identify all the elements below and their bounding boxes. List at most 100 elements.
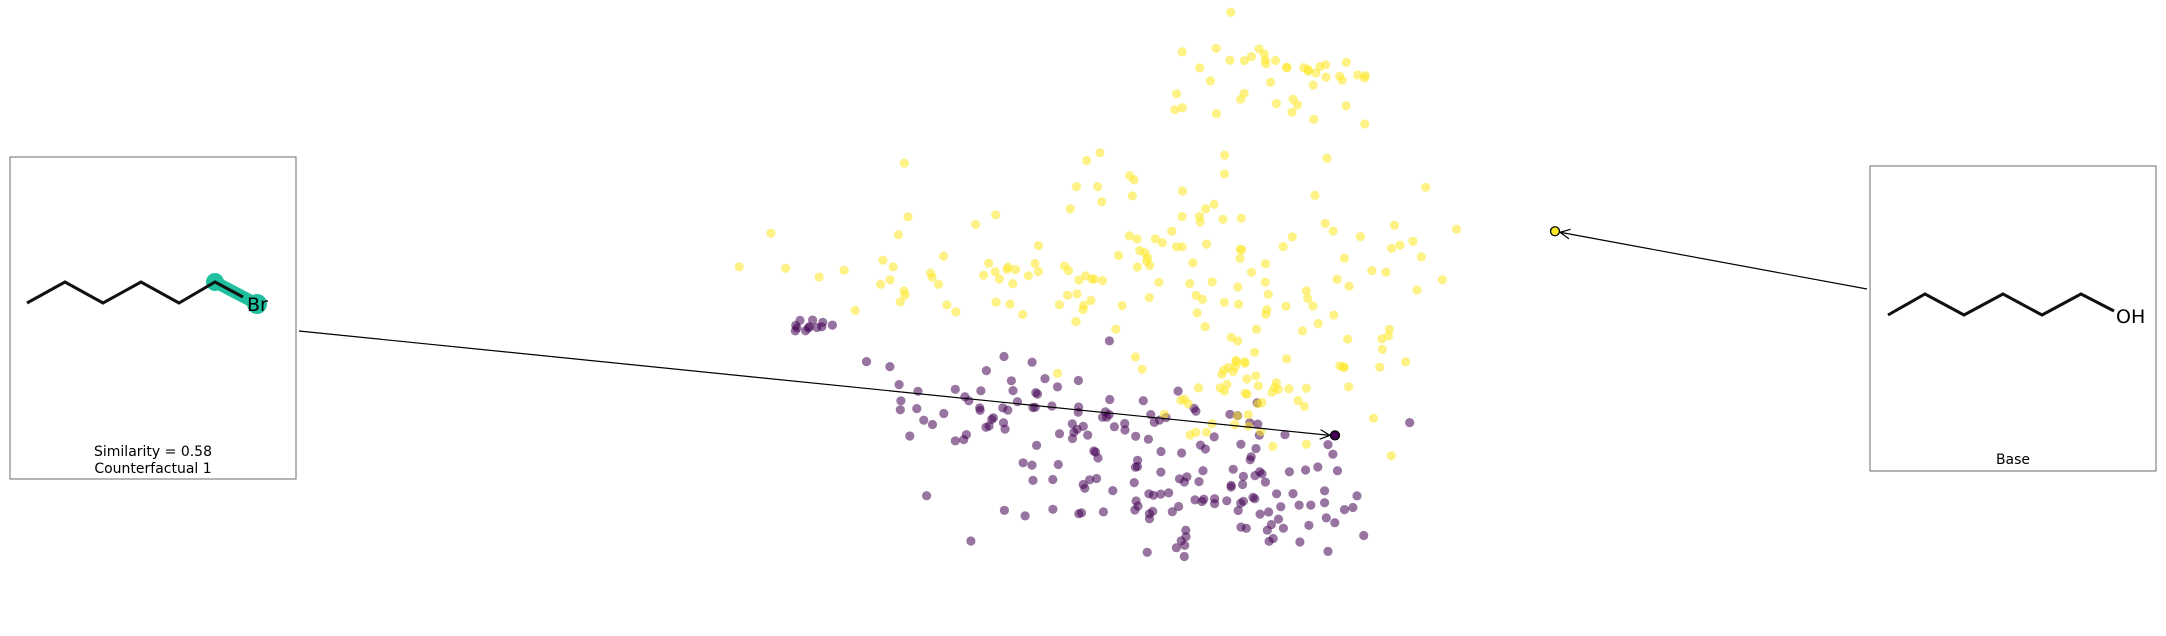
scatter-point xyxy=(1033,266,1044,277)
scatter-point xyxy=(1063,290,1073,300)
scatter-point xyxy=(1033,240,1044,251)
scatter-point xyxy=(1048,474,1058,485)
scatter-point xyxy=(1197,496,1207,507)
base-arrow xyxy=(1559,231,1868,290)
scatter-point xyxy=(1282,354,1292,364)
scatter-point xyxy=(781,263,791,273)
scatter-point xyxy=(1207,277,1217,287)
scatter-point xyxy=(1321,513,1331,523)
counterfactual-arrow xyxy=(298,330,1331,436)
scatter-point xyxy=(1150,234,1160,244)
scatter-point xyxy=(1232,357,1242,367)
scatter-point xyxy=(1282,63,1292,73)
scatter-point xyxy=(1270,382,1280,393)
scatter-point xyxy=(922,491,932,501)
scatter-point xyxy=(1130,352,1140,362)
scatter-point xyxy=(1164,488,1174,498)
base-title: Base xyxy=(1996,452,2030,468)
similarity-label: Similarity = 0.58 xyxy=(94,444,212,460)
highlight-atom xyxy=(247,294,267,314)
scatter-point xyxy=(1271,98,1281,109)
scatter-point xyxy=(1405,418,1415,428)
scatter-point xyxy=(1225,55,1235,65)
scatter-point xyxy=(1301,286,1311,296)
scatter-point xyxy=(1102,412,1112,422)
counterfactual-point xyxy=(1329,430,1341,441)
scatter-point xyxy=(1237,245,1247,255)
scatter-point xyxy=(1301,383,1311,393)
scatter-point xyxy=(1054,429,1065,439)
scatter-point xyxy=(1127,191,1137,201)
scatter-point xyxy=(971,219,981,229)
scatter-point xyxy=(1328,226,1338,236)
scatter-point xyxy=(976,386,986,396)
scatter-point xyxy=(1109,422,1119,432)
scatter-point xyxy=(1142,547,1152,557)
scatter-point xyxy=(1222,496,1232,506)
scatter-point xyxy=(1181,532,1191,542)
scatter-point xyxy=(1242,374,1252,384)
base-molecule: OH xyxy=(1887,292,2145,328)
scatter-point xyxy=(1278,241,1288,252)
scatter-point xyxy=(1195,63,1205,73)
scatter-point xyxy=(1219,297,1229,307)
scatter-point xyxy=(1143,434,1153,444)
scatter-point xyxy=(1008,279,1018,289)
scatter-point xyxy=(1167,226,1177,236)
scatter-point xyxy=(1194,477,1204,487)
scatter-point xyxy=(1082,155,1092,166)
scatter-point xyxy=(1144,489,1154,499)
scatter-point xyxy=(1108,486,1118,496)
scatter-point xyxy=(1322,153,1332,163)
scatter-point xyxy=(999,351,1009,362)
scatter-point xyxy=(1129,175,1139,185)
scatter-point xyxy=(1253,399,1263,409)
scatter-point xyxy=(1170,105,1180,115)
counterfactual-title: Counterfactual 1 xyxy=(94,461,211,477)
scatter-point xyxy=(1339,505,1350,515)
base-arrow-head xyxy=(1558,228,1571,240)
scatter-point xyxy=(1320,498,1330,508)
scatter-point xyxy=(1301,465,1311,475)
scatter-point xyxy=(1174,474,1185,484)
scatter-point xyxy=(1253,381,1263,391)
scatter-point xyxy=(1003,405,1013,415)
scatter-points xyxy=(734,7,1561,562)
scatter-point xyxy=(1268,533,1278,544)
scatter-point xyxy=(1343,334,1353,344)
atom-label-bromine: Br xyxy=(247,294,268,316)
scatter-point xyxy=(1261,59,1271,69)
scatter-point xyxy=(1065,204,1075,214)
scatter-point xyxy=(1074,509,1084,519)
scatter-point xyxy=(1104,336,1114,346)
scatter-point xyxy=(1092,473,1102,484)
scatter-point xyxy=(1198,466,1208,476)
scatter-point xyxy=(1338,362,1348,372)
scatter-point xyxy=(1233,282,1243,292)
scatter-point xyxy=(1157,238,1167,248)
scatter-point xyxy=(1263,289,1273,299)
scatter-point xyxy=(1294,500,1304,510)
scatter-point xyxy=(876,279,886,289)
scatter-point xyxy=(1236,522,1246,532)
scatter-point xyxy=(1246,52,1257,62)
scatter-point xyxy=(1167,507,1177,517)
scatter-point xyxy=(1270,55,1281,66)
scatter-point xyxy=(1412,285,1422,295)
scatter-point xyxy=(1180,540,1190,551)
scatter-point xyxy=(1032,440,1042,450)
scatter-point xyxy=(1200,322,1210,332)
scatter-point xyxy=(1085,475,1095,485)
scatter-point xyxy=(850,305,860,315)
scatter-point xyxy=(1124,231,1134,241)
scatter-point xyxy=(942,300,952,310)
scatter-point xyxy=(1250,494,1260,504)
scatter-point xyxy=(1261,309,1271,319)
scatter-point xyxy=(839,265,849,275)
carbon-chain xyxy=(26,280,244,305)
scatter-point xyxy=(1287,232,1297,242)
scatter-point xyxy=(981,422,991,432)
scatter-point xyxy=(1179,394,1190,404)
scatter-point xyxy=(861,357,872,367)
